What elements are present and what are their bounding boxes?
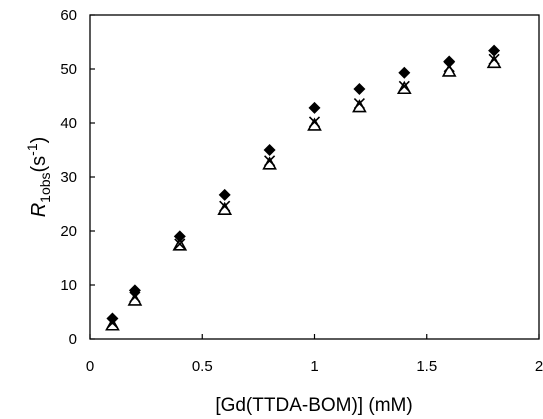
y-axis-title-unit-close: )	[28, 137, 50, 144]
x-axis: 0 0.5 1 1.5 2	[86, 334, 543, 375]
y-axis-title-subscript: 1obs	[37, 172, 53, 202]
y-tick-label: 0	[69, 331, 77, 348]
y-axis-title: R1obs(s-1)	[24, 137, 53, 218]
data-point-triangle	[307, 117, 322, 131]
y-tick-label: 40	[60, 115, 77, 132]
y-tick-label: 50	[60, 61, 77, 78]
y-tick-label: 30	[60, 169, 77, 186]
data-point-triangle	[217, 201, 233, 215]
data-point-diamond	[263, 144, 276, 156]
data-point-triangle	[172, 237, 188, 251]
data-point-diamond	[308, 101, 321, 114]
data-point-triangle	[127, 292, 143, 306]
data-point-cross	[174, 238, 186, 250]
series-diamond	[106, 44, 501, 325]
x-tick-label: 0	[86, 358, 94, 375]
data-point-diamond	[173, 230, 186, 243]
y-tick-label: 60	[60, 7, 77, 24]
plot-area	[89, 14, 540, 340]
y-axis-title-unit-open: (s	[28, 156, 50, 173]
data-point-diamond	[398, 66, 411, 79]
data-markers	[105, 44, 502, 331]
y-axis-title-unit-exponent: -1	[24, 143, 40, 156]
x-axis-title: [Gd(TTDA-BOM)] (mM)	[215, 395, 412, 416]
data-point-triangle	[486, 54, 502, 69]
data-point-triangle	[105, 317, 120, 331]
data-point-diamond	[218, 188, 231, 201]
x-tick-label: 0.5	[192, 358, 213, 375]
data-point-diamond	[488, 44, 501, 57]
data-point-triangle	[396, 80, 412, 95]
y-tick-label: 20	[60, 223, 77, 240]
data-point-diamond	[443, 55, 456, 68]
y-tick-label: 10	[60, 277, 77, 294]
data-point-triangle	[441, 63, 457, 77]
data-point-triangle	[352, 99, 367, 113]
y-axis: 0 10 20 30 40 50 60	[60, 7, 95, 348]
x-tick-label: 2	[535, 358, 543, 375]
x-tick-label: 1.5	[416, 358, 437, 375]
y-axis-title-symbol: R	[28, 203, 50, 217]
data-point-diamond	[353, 82, 366, 95]
data-point-triangle	[262, 156, 277, 170]
series-triangle-open	[105, 54, 502, 331]
x-tick-label: 1	[310, 358, 318, 375]
